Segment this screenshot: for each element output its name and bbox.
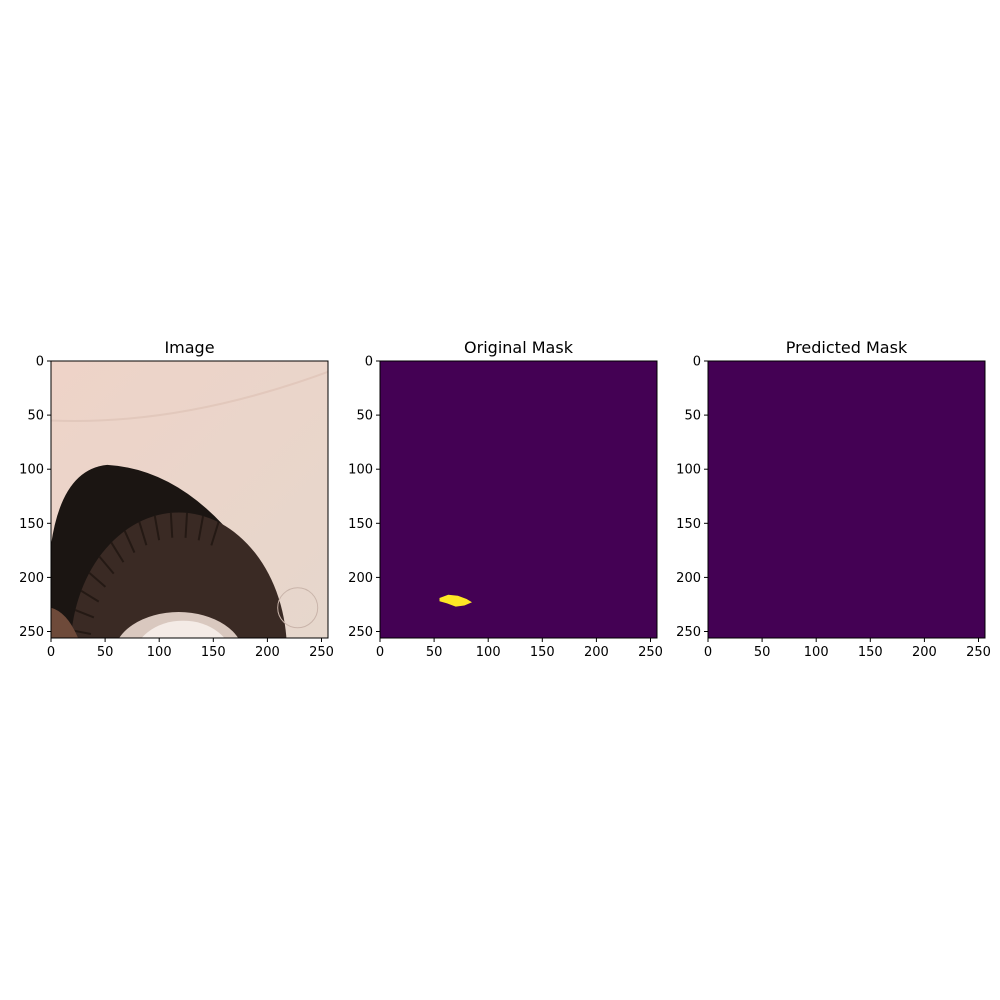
original-mask-heatmap [380,361,657,638]
tire [70,512,287,638]
predicted-mask-title: Predicted Mask [786,338,908,357]
mask-background [380,361,657,638]
predicted-mask-frame [707,360,986,639]
y-tick-label: 250 [348,625,373,640]
y-tick-label: 200 [348,571,373,586]
x-tick-label: 0 [704,645,712,660]
y-tick-label: 0 [365,355,373,370]
body-crease [51,370,328,422]
x-tick-label: 250 [638,645,663,660]
y-tick-label: 250 [19,625,44,640]
y-tick-label: 50 [356,409,373,424]
tire-tread [88,572,107,588]
x-tick-label: 0 [376,645,384,660]
x-tick-label: 200 [912,645,937,660]
tire-tread [110,542,125,563]
y-tick-label: 0 [693,355,701,370]
x-tick-label: 150 [858,645,883,660]
car-wheel-photo [51,361,328,638]
original-mask-panel: Original Mask 0 50 100 150 200 25005010015020… [348,338,663,660]
original-mask-frame [379,360,658,639]
rim-inner [141,620,225,638]
image-panel-title: Image [164,338,214,357]
y-tick-label: 150 [348,517,373,532]
mask-background [708,361,985,638]
tire-tread [197,515,205,541]
x-tick-label: 150 [530,645,555,660]
x-tick-label: 0 [47,645,55,660]
tire-tread [169,512,174,538]
original-mask-title: Original Mask [464,338,574,357]
y-tick-label: 100 [676,463,701,478]
tire-tread [71,629,92,636]
x-tick-label: 200 [255,645,280,660]
y-tick-label: 0 [36,355,44,370]
x-tick-label: 100 [476,645,501,660]
x-tick-label: 200 [584,645,609,660]
x-tick-label: 250 [309,645,334,660]
image-panel-frame [50,360,329,639]
tire-tread [153,515,161,541]
tire-tread [74,609,95,619]
predicted-mask-panel: Predicted Mask 0 50 100 150 200 2500501001502… [676,338,991,660]
x-tick-label: 150 [201,645,226,660]
x-tick-label: 50 [426,645,443,660]
watermark-mark [277,587,319,629]
tire-tread [80,589,100,603]
rust-patch [51,607,79,638]
x-tick-label: 250 [966,645,991,660]
tire-tread [98,556,115,575]
y-tick-label: 100 [19,463,44,478]
tire-tread [184,512,189,538]
tire-tread [138,521,148,546]
y-tick-label: 50 [684,409,701,424]
x-tick-label: 100 [804,645,829,660]
x-tick-label: 50 [97,645,114,660]
tire-tread [210,521,220,546]
y-tick-label: 50 [27,409,44,424]
y-tick-label: 200 [19,571,44,586]
y-tick-label: 150 [19,517,44,532]
x-tick-label: 100 [147,645,172,660]
predicted-mask-heatmap [708,361,985,638]
x-tick-label: 50 [754,645,771,660]
y-tick-label: 100 [348,463,373,478]
tire-tread [123,530,136,553]
y-tick-label: 200 [676,571,701,586]
y-tick-label: 250 [676,625,701,640]
y-tick-label: 150 [676,517,701,532]
mask-region [439,594,472,607]
